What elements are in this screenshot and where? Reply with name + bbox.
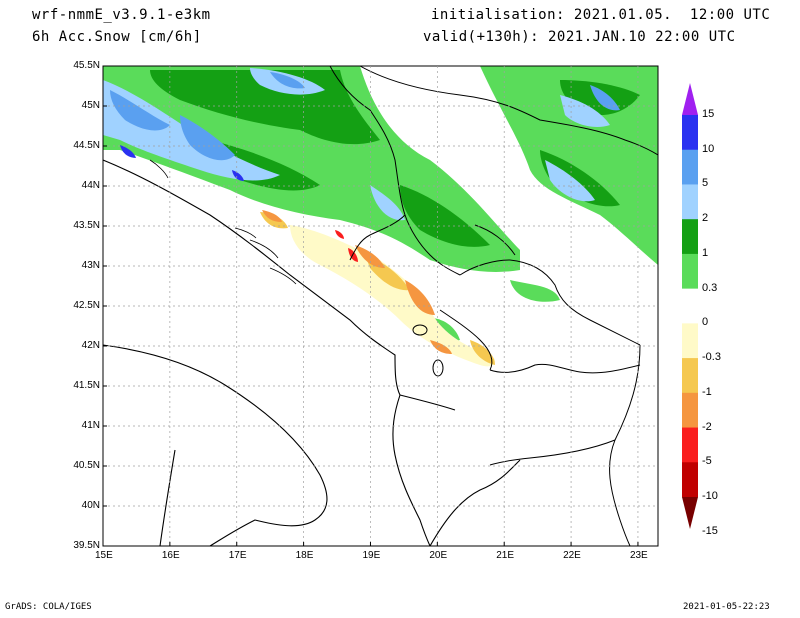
colorbar-level-label: -0.3 (702, 351, 721, 364)
lat-tick-label: 45.5N (73, 60, 100, 71)
lat-tick-label: 44.5N (73, 140, 100, 151)
colorbar-segment (682, 392, 698, 429)
colorbar-level-label: -2 (702, 420, 712, 433)
footer-credit: GrADS: COLA/IGES (5, 602, 92, 612)
colorbar-top-arrow (682, 83, 698, 115)
snow-field-blue (110, 72, 620, 161)
colorbar-segment (682, 149, 698, 185)
colorbar-level-label: 15 (702, 108, 715, 120)
lat-tick-label: 42N (81, 340, 100, 351)
tick-marks (102, 65, 639, 547)
lon-tick-label: 22E (563, 550, 581, 561)
map-body (103, 66, 658, 546)
colorbar-segment (682, 462, 698, 498)
lat-tick-label: 43N (81, 260, 100, 271)
lon-tick-label: 20E (429, 550, 448, 561)
lon-tick-label: 15E (95, 550, 113, 561)
colorbar-level-label: 0.3 (702, 281, 718, 294)
variable-label: 6h Acc.Snow [cm/6h] (32, 29, 202, 45)
colorbar-level-label: -5 (702, 455, 712, 468)
melt-field-orange (262, 210, 452, 354)
borders (329, 66, 658, 546)
lat-tick-label: 43.5N (73, 220, 100, 231)
colorbar-segment (682, 115, 698, 151)
melt-field-pale (290, 225, 496, 367)
coastlines (103, 159, 521, 546)
colorbar-segment (682, 323, 698, 359)
gridlines (103, 66, 658, 546)
colorbar-segment (682, 184, 698, 220)
colorbar-level-label: -1 (702, 385, 712, 398)
footer-timestamp: 2021-01-05-22:23 (683, 602, 770, 612)
lon-tick-label: 18E (295, 550, 314, 561)
lon-tick-label: 21E (496, 550, 514, 561)
init-time: initialisation: 2021.01.05. 12:00 UTC (431, 7, 771, 23)
lat-tick-label: 40.5N (73, 460, 100, 471)
colorbar-level-label: 0 (702, 316, 709, 329)
colorbar-level-label: 1 (702, 246, 709, 259)
lon-tick-label: 23E (629, 550, 648, 561)
colorbar-level-label: 2 (702, 212, 709, 225)
lon-tick-label: 19E (362, 550, 381, 561)
lat-tick-label: 45N (81, 100, 100, 111)
colorbar-segment (682, 427, 698, 463)
colorbar-level-label: 5 (702, 177, 709, 190)
colorbar-segment (682, 358, 698, 394)
lon-tick-label: 17E (228, 550, 247, 561)
lat-tick-label: 42.5N (73, 300, 100, 311)
model-label: wrf-nmmE_v3.9.1-e3km (32, 7, 211, 23)
snow-field-deepblue (120, 145, 244, 181)
valid-time: valid(+130h): 2021.JAN.10 22:00 UTC (423, 29, 736, 45)
lon-tick-label: 16E (161, 550, 180, 561)
colorbar-level-label: -10 (702, 490, 718, 502)
colorbar-level-label: 10 (702, 142, 715, 155)
lakes (412, 324, 444, 377)
colorbar-segment (682, 253, 698, 290)
colorbar-segment (682, 219, 698, 255)
islands (149, 159, 297, 285)
lat-tick-label: 40N (81, 500, 100, 511)
colorbar-segment (682, 288, 698, 324)
colorbar-level-label: -15 (702, 524, 718, 537)
lat-tick-label: 41N (81, 420, 100, 431)
colorbar-bottom-arrow (682, 497, 698, 529)
lat-tick-label: 39.5N (73, 540, 100, 551)
lat-tick-label: 44N (81, 180, 100, 191)
colorbar (682, 83, 698, 529)
lat-tick-label: 41.5N (73, 380, 100, 391)
